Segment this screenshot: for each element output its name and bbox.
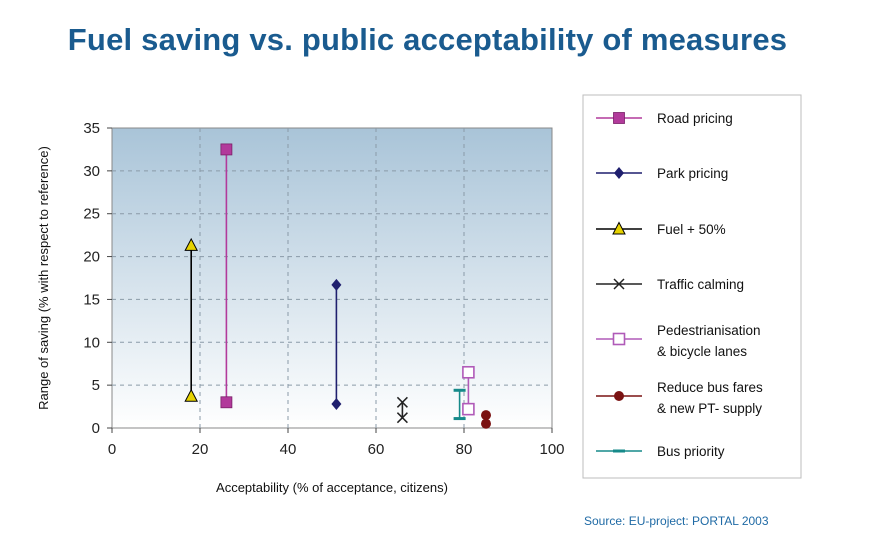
data-point bbox=[331, 278, 342, 291]
x-tick-label: 40 bbox=[280, 441, 297, 458]
data-point bbox=[396, 396, 408, 408]
data-point bbox=[462, 402, 475, 416]
legend-item: Reduce bus fares & new PT- supply bbox=[596, 380, 763, 416]
data-point bbox=[396, 412, 408, 424]
data-point bbox=[481, 418, 491, 429]
data-point bbox=[331, 398, 342, 410]
x-tick-label: 100 bbox=[539, 441, 564, 458]
data-point bbox=[462, 365, 475, 379]
page-title: Fuel saving vs. public acceptability of … bbox=[67, 22, 788, 57]
legend-marker bbox=[613, 112, 625, 124]
series-traffic-calming bbox=[396, 396, 408, 424]
legend-label: Bus priority bbox=[657, 444, 725, 459]
source-note: Source: EU-project: PORTAL 2003 bbox=[584, 514, 769, 528]
legend-item: Traffic calming bbox=[596, 277, 744, 292]
legend-item: Pedestrianisation & bicycle lanes bbox=[596, 323, 761, 359]
legend-item: Fuel + 50% bbox=[596, 221, 726, 237]
x-axis-title: Acceptability (% of acceptance, citizens… bbox=[216, 480, 448, 495]
legend-label: Road pricing bbox=[657, 111, 733, 126]
y-axis-title: Range of saving (% with respect to refer… bbox=[36, 146, 51, 410]
y-tick-label: 5 bbox=[92, 377, 100, 394]
x-marker-stroke bbox=[396, 412, 408, 424]
x-marker-stroke bbox=[396, 396, 408, 408]
y-tick-label: 10 bbox=[83, 334, 100, 351]
legend-box bbox=[582, 94, 802, 479]
legend-marker bbox=[612, 332, 626, 346]
legend-label: Fuel + 50% bbox=[657, 222, 726, 237]
series-bus-priority bbox=[453, 388, 466, 421]
legend-marker bbox=[612, 221, 626, 235]
series-road-pricing bbox=[220, 143, 233, 409]
x-marker-stroke bbox=[613, 278, 625, 290]
legend-label: Pedestrianisation bbox=[657, 323, 761, 338]
data-point bbox=[220, 143, 233, 156]
data-point bbox=[184, 388, 199, 402]
legend-label: Traffic calming bbox=[657, 277, 744, 292]
legend-item: Park pricing bbox=[596, 166, 728, 181]
legend-item: Road pricing bbox=[596, 111, 733, 126]
legend-label: & bicycle lanes bbox=[657, 344, 747, 359]
data-point bbox=[184, 237, 199, 251]
legend-marker bbox=[613, 278, 625, 290]
y-tick-label: 30 bbox=[83, 163, 100, 180]
legend-label: & new PT- supply bbox=[657, 401, 762, 416]
legend-label: Reduce bus fares bbox=[657, 380, 763, 395]
x-tick-label: 0 bbox=[108, 441, 116, 458]
series-park-pricing bbox=[331, 278, 342, 410]
series-group bbox=[184, 143, 491, 429]
y-tick-label: 15 bbox=[83, 291, 100, 308]
series-pedestrianisation-bycicle-lanes bbox=[462, 365, 475, 416]
legend: Road pricing Park pricing Fuel + 50% Traffi… bbox=[596, 111, 763, 459]
legend-item: Bus priority bbox=[596, 444, 725, 459]
series-fuel-50 bbox=[184, 237, 199, 402]
y-tick-label: 0 bbox=[92, 420, 100, 437]
x-tick-label: 60 bbox=[368, 441, 385, 458]
x-tick-label: 80 bbox=[456, 441, 473, 458]
legend-marker bbox=[614, 167, 624, 179]
x-tick-label: 20 bbox=[192, 441, 209, 458]
series-reduce-bus-fares-new-pt-supply bbox=[481, 410, 491, 429]
data-point bbox=[481, 410, 491, 421]
plot-area bbox=[111, 127, 553, 429]
y-tick-label: 20 bbox=[83, 249, 100, 266]
legend-marker bbox=[614, 391, 624, 401]
legend-label: Park pricing bbox=[657, 166, 728, 181]
y-tick-label: 35 bbox=[83, 120, 100, 137]
y-tick-label: 25 bbox=[83, 206, 100, 223]
data-point bbox=[220, 396, 233, 409]
axes: 0 20 40 60 80 100 0 5 10 15 20 25 30 35 bbox=[83, 120, 564, 458]
